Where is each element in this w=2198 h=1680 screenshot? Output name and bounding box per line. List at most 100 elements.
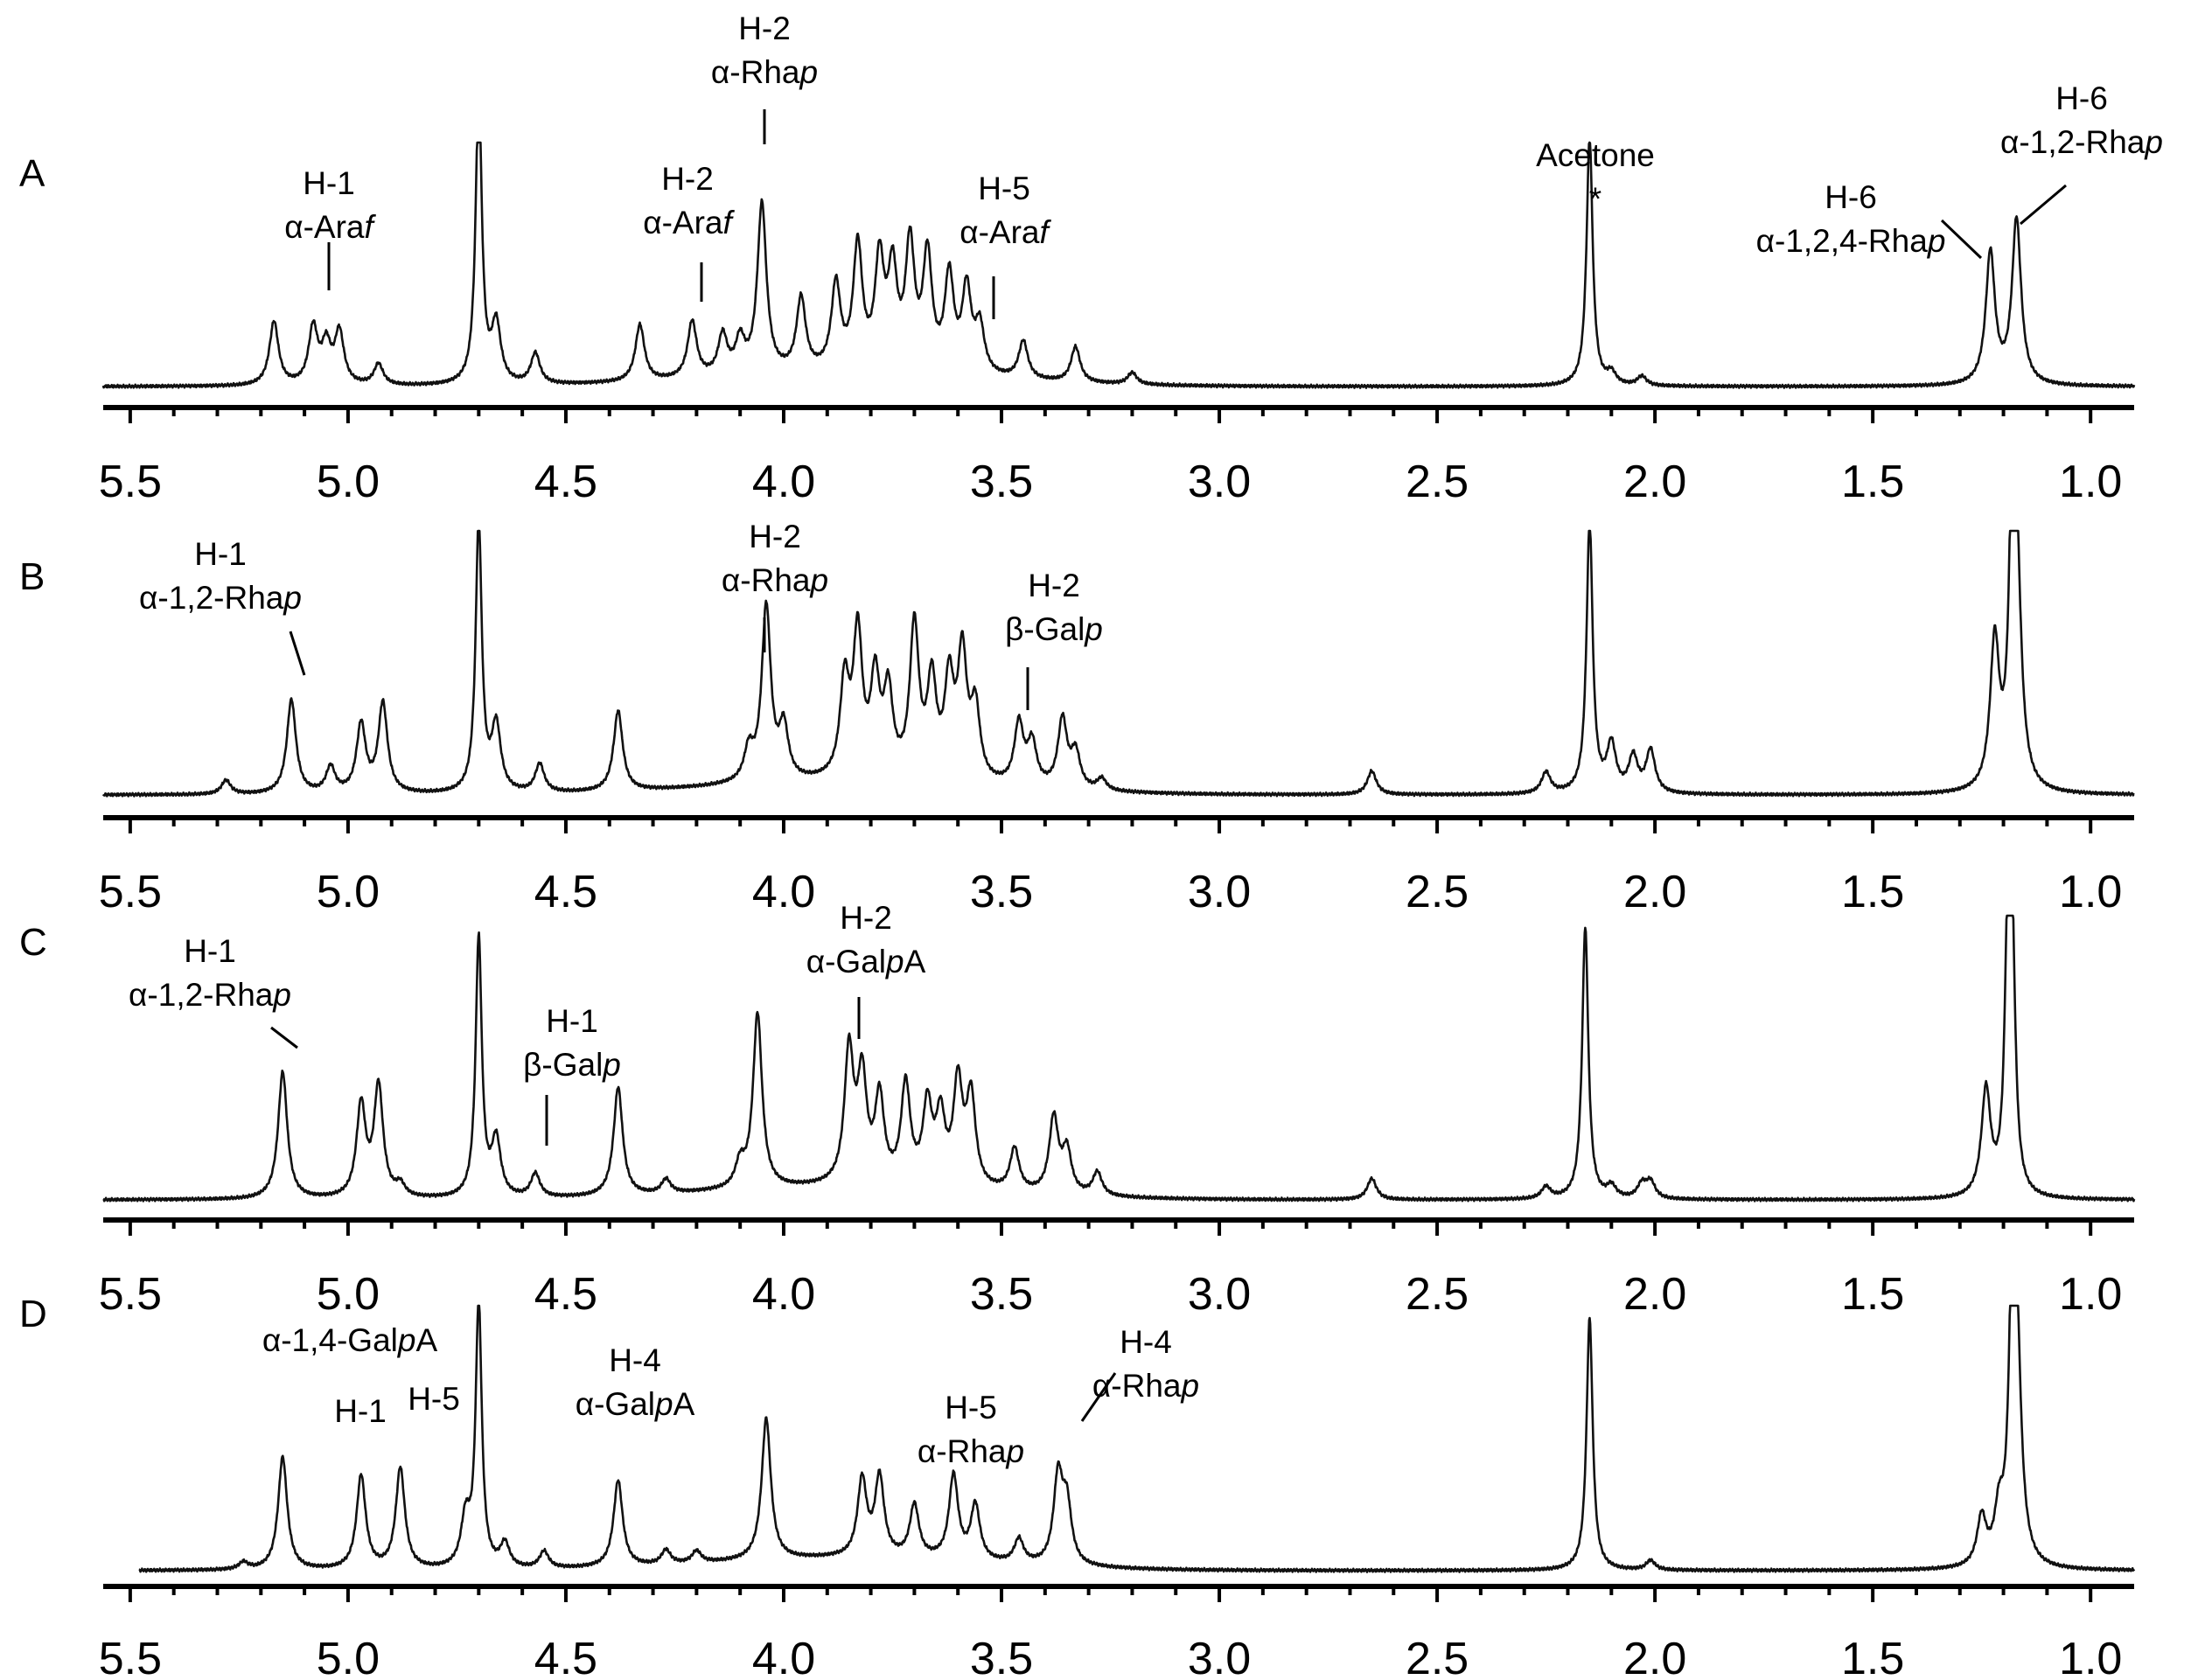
tick-label: 3.5 <box>970 867 1033 917</box>
tick-label: 2.0 <box>1623 1634 1686 1680</box>
tick-label: 1.0 <box>2059 867 2122 917</box>
peak-annotation: H-1 α-Araf <box>284 165 377 290</box>
tick-label: 4.5 <box>534 457 597 507</box>
peak-annotation: H-4 α-Rhap <box>1080 1324 1199 1422</box>
spectrum-panel-c: C 5.5 5.0 4.5 4.0 3.5 3.0 2.5 2.0 1.5 1.0 H-1 α-1,2-… <box>19 900 2136 1320</box>
panel-label: B <box>19 555 45 598</box>
tick-label: 1.0 <box>2059 457 2122 507</box>
tick-label: 3.5 <box>970 1269 1033 1320</box>
tick-label: 3.0 <box>1188 1634 1251 1680</box>
annotation-label: α-1,2-Rhap <box>139 580 302 616</box>
peak-annotation: Acetone * <box>1536 137 1655 217</box>
tick-label: 3.0 <box>1188 867 1251 917</box>
tick-label: 2.5 <box>1406 1269 1469 1320</box>
annotation-label: H-1 <box>546 1003 598 1039</box>
annotation-label: α-1,4-GalpA <box>262 1322 438 1358</box>
annotation-label: H-1 <box>303 165 355 201</box>
peak-annotation: H-1 β-Galp <box>523 1003 621 1146</box>
annotation-label: H-1 <box>184 933 236 969</box>
panel-label: D <box>19 1293 47 1335</box>
tick-label: 3.0 <box>1188 1269 1251 1320</box>
peak-annotation: H-2 β-Galp <box>1005 568 1103 710</box>
peak-annotation: H-5 α-Rhap <box>918 1390 1024 1469</box>
tick-label: 5.5 <box>99 1269 162 1320</box>
spectrum-trace <box>138 1304 2136 1573</box>
tick-label: 5.5 <box>99 1634 162 1680</box>
annotation-label: α-Araf <box>959 214 1051 250</box>
annotation-label: H-6 <box>1825 179 1877 215</box>
annotation-label: H-5 <box>945 1390 997 1426</box>
tick-label: 3.5 <box>970 1634 1033 1680</box>
panel-label: C <box>19 921 47 964</box>
annotation-label: β-Galp <box>523 1047 621 1083</box>
spectrum-panel-a: A 5.5 5.0 4.5 4.0 3.5 3.0 2.5 2.0 1.5 1.0 H-1 α-Araf… <box>19 10 2163 507</box>
tick-label: 1.5 <box>1841 1634 1904 1680</box>
tick-label: 4.5 <box>534 1269 597 1320</box>
tick-label: 4.0 <box>752 867 815 917</box>
spectrum-panel-d: D 5.5 5.0 4.5 4.0 3.5 3.0 2.5 2.0 1.5 1.0 α-1,4-Gal… <box>19 1293 2136 1680</box>
peak-annotation: H-6 α-1,2,4-Rhap <box>1756 179 1983 260</box>
tick-label: 3.5 <box>970 457 1033 507</box>
tick-label: 2.5 <box>1406 1634 1469 1680</box>
annotation-label: H-2 <box>749 519 801 554</box>
tick-label: 1.0 <box>2059 1634 2122 1680</box>
spectrum-trace <box>102 914 2136 1202</box>
annotation-label: α-GalpA <box>576 1386 695 1422</box>
peak-annotation: H-1 α-1,2-Rhap <box>129 933 298 1049</box>
tick-label: 1.5 <box>1841 457 1904 507</box>
tick-label: 1.5 <box>1841 1269 1904 1320</box>
peak-annotation: H-1 <box>334 1393 387 1429</box>
tick-label: 2.0 <box>1623 1269 1686 1320</box>
tick-label: 4.0 <box>752 1634 815 1680</box>
peak-annotation: H-2 α-Rhap <box>711 10 818 144</box>
annotation-label: H-4 <box>1120 1324 1172 1360</box>
annotation-label: H-4 <box>609 1342 661 1378</box>
spectrum-trace <box>101 141 2136 389</box>
tick-label: 5.0 <box>317 1269 380 1320</box>
annotation-leader-line <box>1940 219 1983 260</box>
spectrum-panel-b: B 5.5 5.0 4.5 4.0 3.5 3.0 2.5 2.0 1.5 1.0 H-1 α-1,2-… <box>19 519 2135 917</box>
tick-label: 4.5 <box>534 1634 597 1680</box>
spectrum-trace <box>101 529 2135 798</box>
annotation-leader-line <box>2020 184 2067 226</box>
tick-label: 3.0 <box>1188 457 1251 507</box>
annotation-label: α-Rhap <box>1092 1368 1199 1404</box>
annotation-label: α-Araf <box>284 209 376 245</box>
peak-annotation: H-4 α-GalpA <box>576 1342 695 1422</box>
peak-annotation: α-1,4-GalpA <box>262 1322 438 1358</box>
tick-label: 4.0 <box>752 457 815 507</box>
annotation-leader-line <box>289 631 306 676</box>
annotation-label: H-5 <box>978 171 1030 206</box>
tick-label: 4.0 <box>752 1269 815 1320</box>
annotation-label: α-Rhap <box>918 1433 1024 1469</box>
tick-label: 1.5 <box>1841 867 1904 917</box>
peak-annotation: H-5 <box>408 1381 460 1417</box>
annotation-label: H-6 <box>2055 80 2108 116</box>
tick-label: 5.0 <box>317 867 380 917</box>
annotation-label: * <box>1589 181 1601 217</box>
tick-label: 5.5 <box>99 457 162 507</box>
peak-annotation: H-2 α-Rhap <box>722 519 828 652</box>
annotation-label: H-2 <box>840 900 892 936</box>
annotation-label: α-Rhap <box>722 562 828 598</box>
annotation-label: α-Rhap <box>711 54 818 90</box>
annotation-label: α-1,2-Rhap <box>2000 124 2163 160</box>
annotation-label: H-1 <box>194 536 247 572</box>
annotation-leader-line <box>1080 1372 1117 1422</box>
peak-annotation: H-6 α-1,2-Rhap <box>2000 80 2163 226</box>
peak-annotation: H-2 α-GalpA <box>806 900 926 1039</box>
annotation-leader-line <box>270 1026 298 1049</box>
annotation-label: α-GalpA <box>806 944 926 979</box>
annotation-label: H-1 <box>334 1393 387 1429</box>
annotation-label: α-1,2-Rhap <box>129 977 291 1013</box>
tick-label: 2.5 <box>1406 867 1469 917</box>
annotation-label: α-Araf <box>643 205 735 240</box>
peak-annotation: H-5 α-Araf <box>959 171 1052 319</box>
tick-label: 2.0 <box>1623 867 1686 917</box>
annotation-label: Acetone <box>1536 137 1655 173</box>
tick-label: 5.0 <box>317 1634 380 1680</box>
tick-label: 5.5 <box>99 867 162 917</box>
annotation-label: H-2 <box>738 10 791 46</box>
annotation-label: H-2 <box>661 161 714 197</box>
